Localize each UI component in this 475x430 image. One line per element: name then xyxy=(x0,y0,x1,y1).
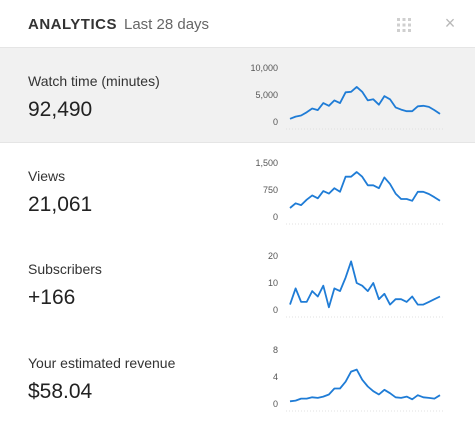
y-tick-label: 8 xyxy=(273,345,278,355)
grid-drag-icon[interactable] xyxy=(396,17,412,33)
metric-row-subscribers[interactable]: Subscribers +166 20 10 0 xyxy=(0,236,475,330)
metric-label: Watch time (minutes) xyxy=(28,73,160,89)
y-tick-label: 0 xyxy=(273,305,278,315)
metric-value: +166 xyxy=(28,286,76,309)
y-tick-label: 0 xyxy=(273,399,278,409)
y-tick-label: 10,000 xyxy=(250,63,278,73)
sparkline-estimated-revenue: 8 4 0 xyxy=(273,345,444,412)
series-line xyxy=(289,171,441,209)
y-tick-label: 20 xyxy=(268,251,278,261)
y-tick-label: 1,500 xyxy=(255,158,278,168)
sparkline-watch-time: 10,000 5,000 0 xyxy=(250,63,444,130)
series-line xyxy=(289,368,441,403)
metric-row-estimated-revenue[interactable]: Your estimated revenue $58.04 8 4 0 xyxy=(0,330,475,424)
date-range-label: Last 28 days xyxy=(124,16,210,33)
metric-label: Views xyxy=(28,168,66,184)
metric-value: 21,061 xyxy=(28,193,93,216)
card-header: ANALYTICS Last 28 days × xyxy=(0,0,475,48)
sparkline-views: 1,500 750 0 xyxy=(255,158,444,225)
metric-label: Your estimated revenue xyxy=(28,355,176,371)
series-line xyxy=(289,260,441,309)
y-tick-label: 4 xyxy=(273,372,278,382)
metric-row-watch-time[interactable]: Watch time (minutes) 92,490 10,000 5,000 0 xyxy=(0,48,475,142)
card-title: ANALYTICS xyxy=(28,16,117,33)
y-tick-label: 0 xyxy=(273,212,278,222)
metric-row-views[interactable]: Views 21,061 1,500 750 0 xyxy=(0,142,475,236)
metric-label: Subscribers xyxy=(28,261,102,277)
metric-value: $58.04 xyxy=(28,380,93,403)
metric-value: 92,490 xyxy=(28,98,93,121)
close-icon[interactable]: × xyxy=(444,13,456,33)
y-tick-label: 10 xyxy=(268,278,278,288)
sparkline-subscribers: 20 10 0 xyxy=(268,251,444,318)
y-tick-label: 750 xyxy=(263,185,278,195)
y-tick-label: 5,000 xyxy=(255,90,278,100)
y-tick-label: 0 xyxy=(273,117,278,127)
series-line xyxy=(289,85,441,120)
